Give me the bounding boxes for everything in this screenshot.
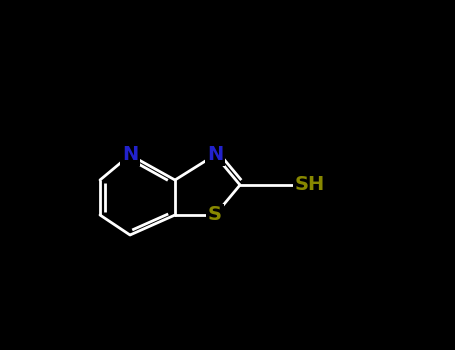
Text: S: S <box>208 205 222 224</box>
Text: N: N <box>122 146 138 164</box>
Text: N: N <box>207 146 223 164</box>
Text: SH: SH <box>295 175 325 195</box>
